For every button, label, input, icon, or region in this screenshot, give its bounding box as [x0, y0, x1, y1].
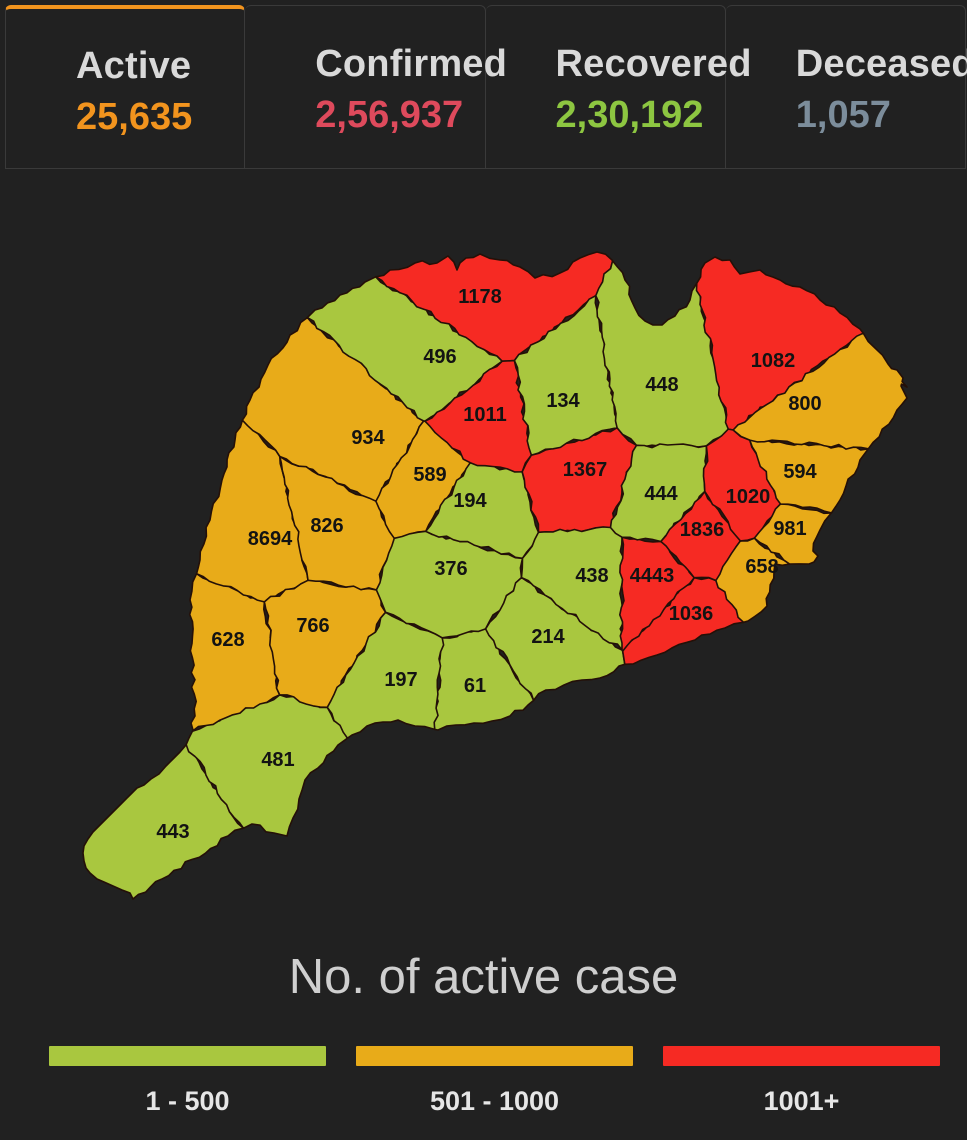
svg-text:826: 826 [310, 515, 343, 537]
svg-text:481: 481 [261, 749, 294, 771]
svg-text:61: 61 [464, 675, 486, 697]
svg-text:1011: 1011 [463, 404, 506, 426]
svg-text:1020: 1020 [726, 486, 771, 508]
svg-text:438: 438 [575, 565, 608, 587]
svg-text:800: 800 [788, 393, 821, 415]
svg-text:448: 448 [645, 374, 678, 396]
svg-text:443: 443 [156, 821, 189, 843]
svg-text:134: 134 [546, 390, 580, 412]
svg-text:594: 594 [783, 461, 817, 483]
svg-text:194: 194 [453, 490, 487, 512]
svg-text:376: 376 [434, 558, 467, 580]
svg-text:658: 658 [745, 556, 778, 578]
svg-text:4443: 4443 [630, 565, 675, 587]
svg-text:496: 496 [423, 346, 456, 368]
svg-text:589: 589 [413, 464, 446, 486]
svg-text:214: 214 [531, 626, 565, 648]
svg-text:1036: 1036 [669, 603, 714, 625]
svg-text:981: 981 [773, 518, 806, 540]
svg-text:628: 628 [211, 629, 244, 651]
svg-text:766: 766 [296, 615, 329, 637]
svg-text:1082: 1082 [751, 350, 796, 372]
svg-text:934: 934 [351, 427, 385, 449]
svg-text:197: 197 [384, 669, 417, 691]
svg-text:1367: 1367 [563, 459, 608, 481]
svg-text:1836: 1836 [680, 519, 725, 541]
svg-text:8694: 8694 [248, 528, 293, 550]
svg-text:444: 444 [644, 483, 678, 505]
svg-text:1178: 1178 [458, 286, 501, 308]
